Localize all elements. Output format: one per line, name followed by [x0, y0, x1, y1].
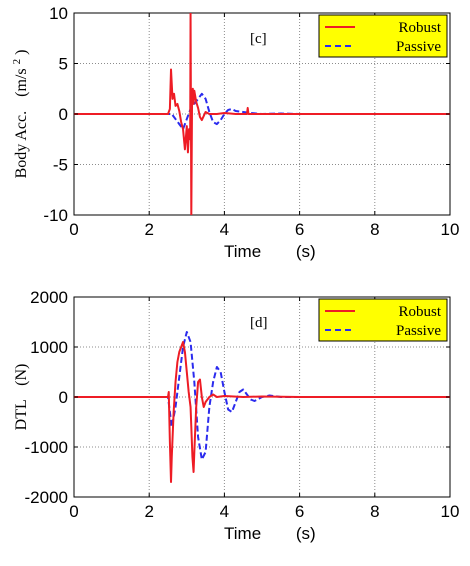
series-line-robust-d — [74, 341, 450, 483]
x-tick-label-d-3: 6 — [295, 502, 304, 521]
x-tick-label-d-1: 2 — [144, 502, 153, 521]
x-tick-label-c-4: 8 — [370, 220, 379, 239]
y-axis-unit-c: (m/s — [13, 68, 30, 96]
x-axis-unit-c: (s) — [296, 242, 316, 261]
legend-c: Robust Passive — [318, 14, 448, 58]
y-axis-label-d: DTL (N) — [13, 364, 30, 431]
x-axis-title-d: Time — [224, 524, 261, 543]
y-tick-label-c-1: -5 — [53, 156, 68, 175]
legend-label-robust-d: Robust — [398, 304, 441, 320]
panel-tag-d: [d] — [250, 315, 268, 331]
x-axis-unit-d: (s) — [296, 524, 316, 543]
legend-box-d — [318, 298, 448, 342]
series-c — [74, 13, 450, 215]
y-tick-label-d-1: -1000 — [25, 438, 68, 457]
y-tick-label-c-0: -10 — [43, 206, 68, 225]
x-tick-label-c-3: 6 — [295, 220, 304, 239]
ticks-d: 0 2 4 6 8 10 -2000 -1000 0 1000 2000 — [25, 288, 460, 521]
series-d — [74, 331, 450, 483]
panel-tag-c: [c] — [250, 31, 267, 47]
x-tick-label-d-0: 0 — [69, 502, 78, 521]
x-tick-label-d-4: 8 — [370, 502, 379, 521]
x-tick-label-d-5: 10 — [441, 502, 460, 521]
y-tick-label-d-2: 0 — [59, 388, 68, 407]
y-tick-label-d-3: 1000 — [30, 338, 68, 357]
panel-c: 0 2 4 6 8 10 -10 -5 0 5 10 [c] Time (s) Body Acc. … — [7, 4, 459, 261]
legend-label-robust-c: Robust — [398, 20, 441, 36]
y-tick-label-d-4: 2000 — [30, 288, 68, 307]
legend-box-c — [318, 14, 448, 58]
legend-d: Robust Passive — [318, 298, 448, 342]
y-tick-label-d-0: -2000 — [25, 488, 68, 507]
x-tick-label-d-2: 4 — [220, 502, 229, 521]
x-tick-label-c-2: 4 — [220, 220, 229, 239]
y-axis-title-c: Body Acc. — [13, 111, 30, 179]
x-axis-label-d: Time (s) — [224, 524, 316, 543]
legend-label-passive-c: Passive — [396, 39, 441, 55]
ticks-c: 0 2 4 6 8 10 -10 -5 0 5 10 — [43, 4, 459, 239]
x-tick-label-c-5: 10 — [441, 220, 460, 239]
y-tick-label-c-2: 0 — [59, 105, 68, 124]
y-tick-label-c-4: 10 — [49, 4, 68, 23]
y-axis-title-d: DTL — [13, 400, 30, 431]
x-tick-label-c-0: 0 — [69, 220, 78, 239]
y-axis-unit-close-c: ) — [13, 50, 30, 55]
y-axis-unit-d: (N) — [13, 364, 30, 386]
y-axis-unit-exponent-c: 2 — [11, 59, 23, 65]
x-axis-title-c: Time — [224, 242, 261, 261]
y-axis-label-c: Body Acc. (m/s 2 ) — [7, 50, 30, 179]
y-tick-label-c-3: 5 — [59, 55, 68, 74]
x-tick-label-c-1: 2 — [144, 220, 153, 239]
series-line-robust-c — [74, 13, 450, 215]
legend-label-passive-d: Passive — [396, 323, 441, 339]
x-axis-label-c: Time (s) — [224, 242, 316, 261]
